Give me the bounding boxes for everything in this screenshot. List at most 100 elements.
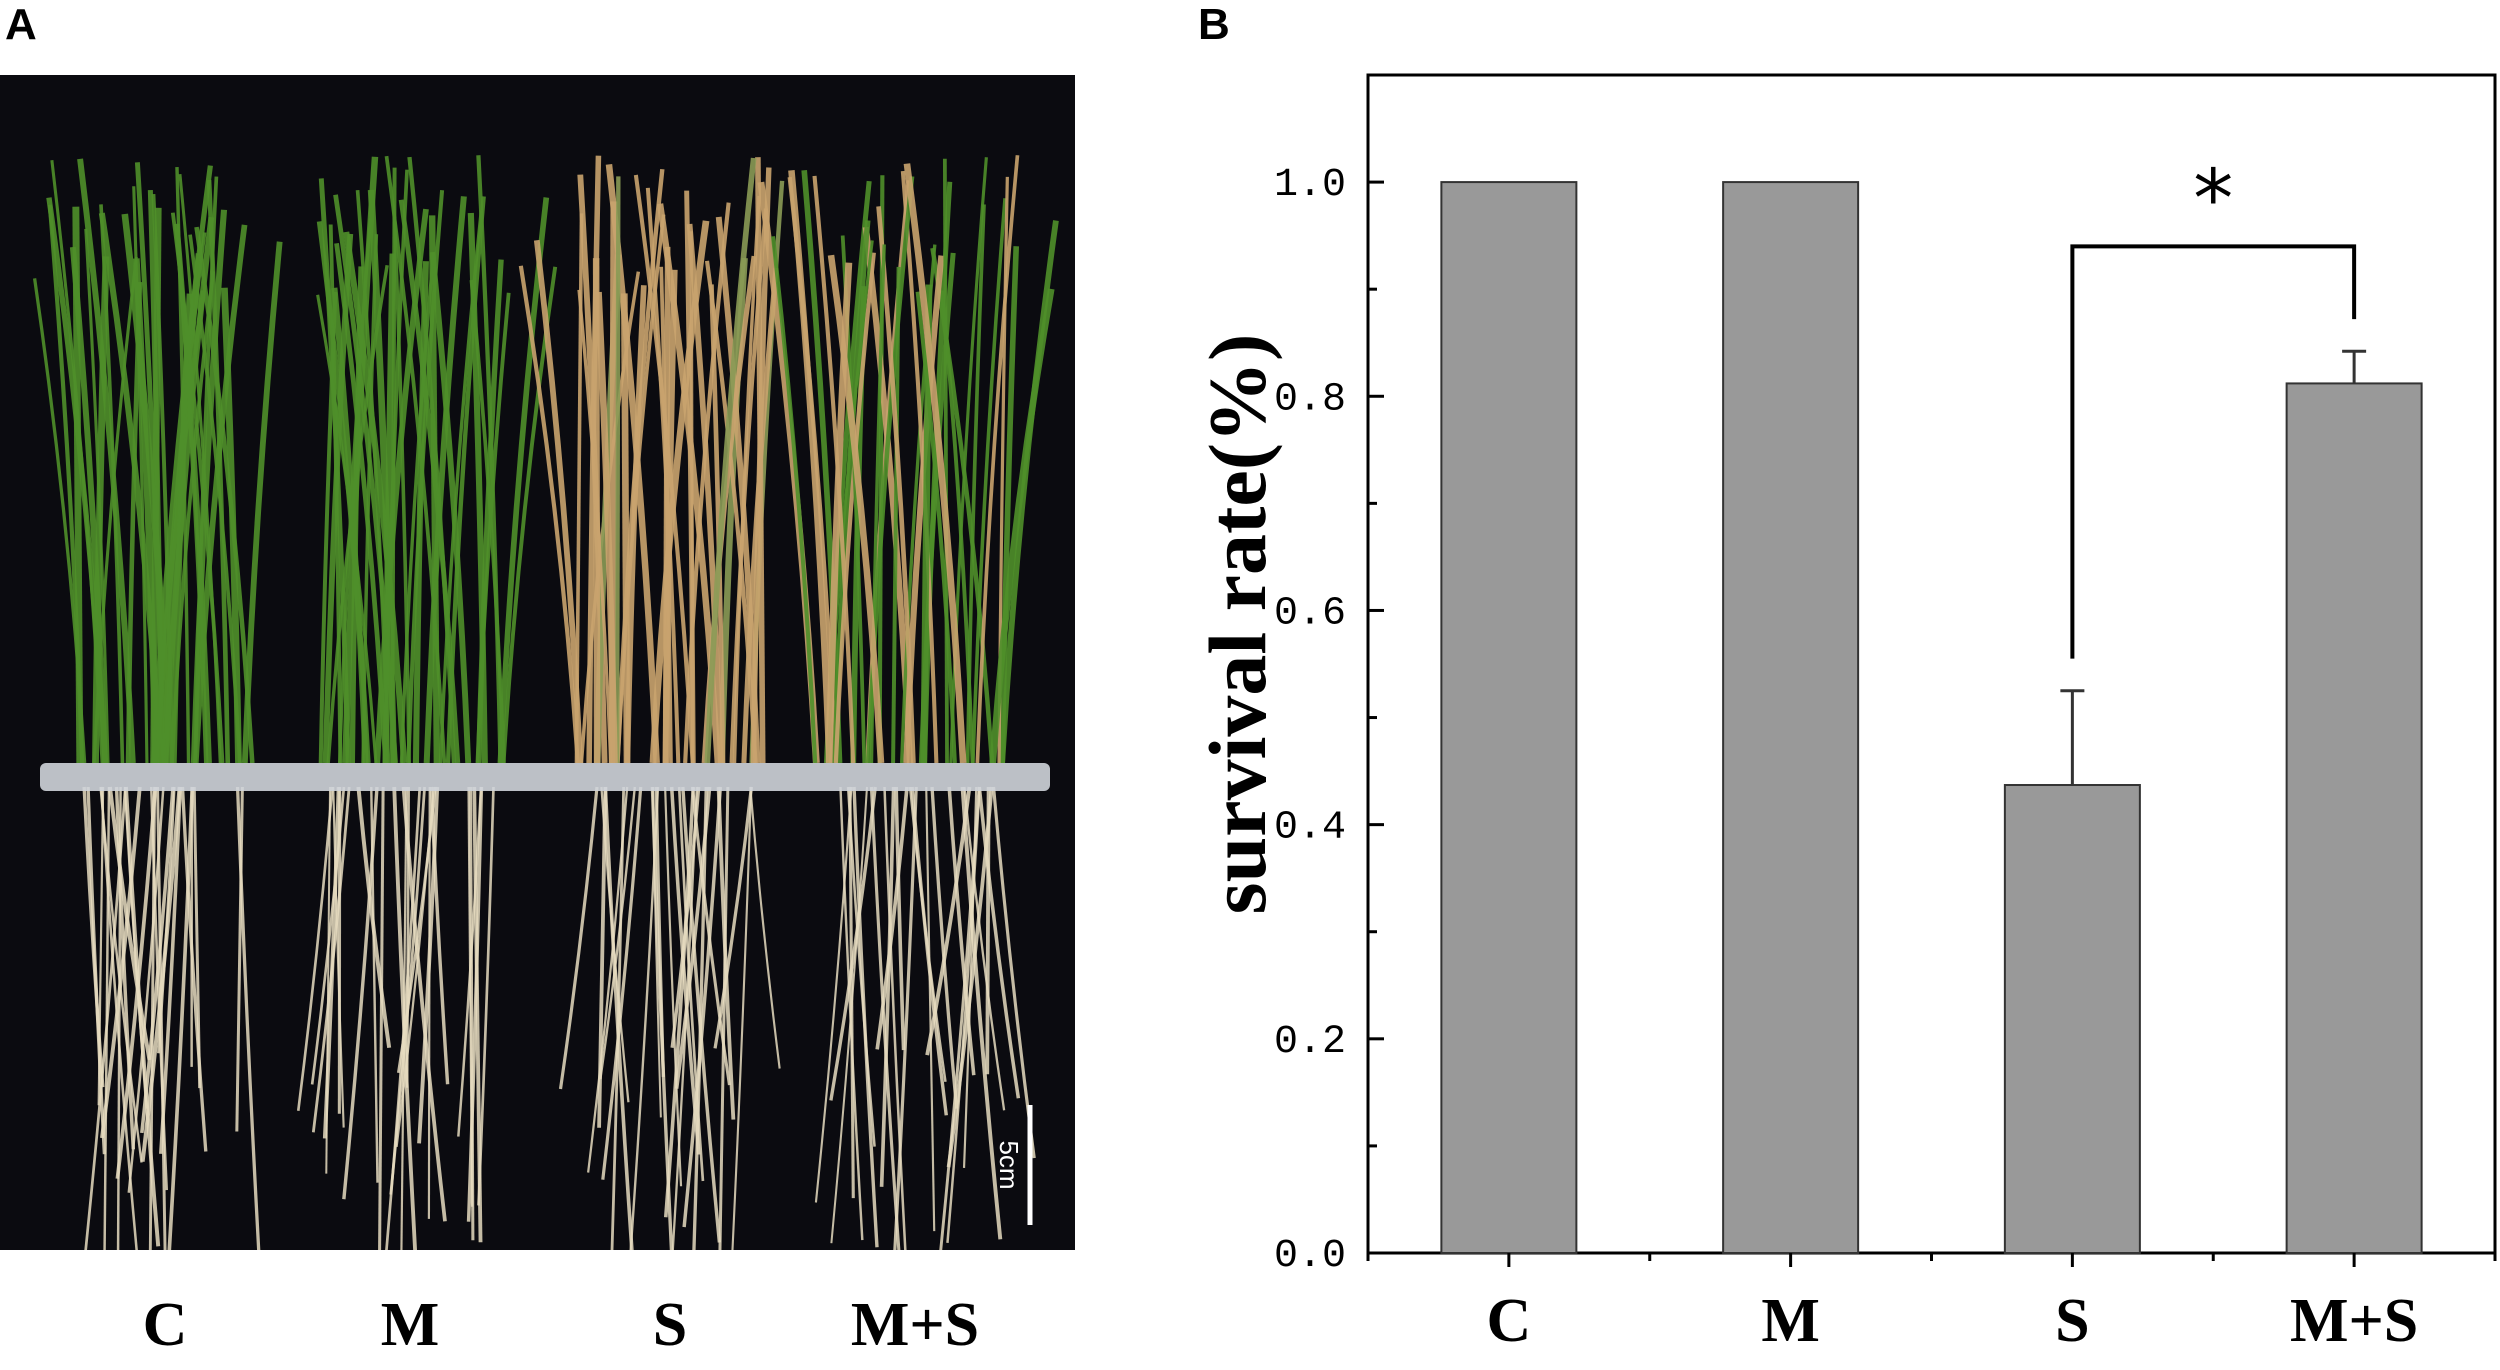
seedling-group — [518, 155, 785, 1250]
root — [235, 786, 244, 1132]
root — [846, 786, 876, 1147]
leaf — [900, 170, 939, 764]
leaf — [476, 259, 504, 764]
root — [925, 786, 936, 1232]
bar — [1722, 181, 1860, 1254]
root — [664, 786, 683, 1187]
leaf — [69, 246, 108, 764]
leaf — [825, 262, 853, 764]
leaf — [827, 254, 885, 764]
root — [947, 786, 976, 1076]
leaf — [318, 178, 351, 764]
leaf — [616, 214, 666, 764]
leaf — [399, 252, 436, 764]
leaf — [577, 289, 613, 764]
leaf — [343, 231, 408, 764]
root — [883, 786, 907, 1250]
root — [311, 786, 351, 1133]
leaf — [989, 288, 1055, 764]
leaf — [367, 189, 398, 764]
leaf — [770, 236, 818, 764]
root — [429, 786, 450, 1085]
leaf — [92, 256, 110, 764]
seedling-photo: 5cm — [0, 75, 1075, 1250]
root — [674, 786, 712, 1089]
root — [370, 786, 379, 1183]
root — [946, 786, 994, 1168]
root — [875, 786, 909, 1050]
leaf — [220, 287, 242, 764]
leaf — [412, 261, 429, 764]
leaf — [497, 197, 550, 764]
root — [677, 786, 705, 1182]
root — [893, 786, 918, 1250]
leaf — [915, 291, 957, 764]
leaf — [192, 224, 248, 764]
x-tick-label: S — [2055, 1287, 2089, 1355]
y-tick-label: 0.2 — [1274, 1020, 1346, 1065]
root — [960, 786, 1003, 1240]
root — [713, 786, 754, 1049]
root — [716, 786, 736, 1120]
root — [731, 786, 753, 1250]
photo-group-label-c: C — [142, 1291, 188, 1359]
root — [235, 786, 261, 1250]
root — [610, 786, 626, 1250]
x-tick-label: C — [1486, 1287, 1531, 1355]
root — [417, 786, 440, 1144]
leaf — [869, 244, 886, 764]
root — [977, 786, 1021, 1099]
root — [879, 786, 896, 1187]
root — [123, 786, 161, 1247]
x-tick-label: M — [1761, 1287, 1820, 1355]
leaf — [614, 176, 621, 764]
root — [930, 786, 959, 1109]
leaf — [392, 216, 411, 764]
bar — [2285, 382, 2423, 1254]
root — [82, 786, 105, 1088]
y-tick-label: 0.0 — [1274, 1234, 1346, 1279]
root — [749, 786, 781, 1069]
leaf — [662, 269, 678, 764]
bar — [2003, 784, 2141, 1255]
root — [103, 786, 111, 1250]
root — [829, 786, 877, 1101]
seedling-group — [32, 158, 283, 1250]
root — [466, 786, 484, 1222]
root — [814, 786, 853, 1203]
leaf — [755, 157, 766, 764]
leaf — [99, 204, 125, 764]
root — [156, 786, 167, 1250]
leaf — [170, 212, 225, 764]
leaf — [595, 291, 618, 764]
root — [405, 786, 410, 1088]
scale-bar-label: 5cm — [994, 1140, 1024, 1189]
leaf — [975, 155, 1020, 764]
root — [140, 786, 182, 1162]
leaf — [620, 293, 631, 764]
significance-label: * — [2193, 152, 2233, 245]
leaf — [704, 157, 757, 764]
leaf — [833, 252, 876, 764]
seedling-photo-drawing: 5cm — [32, 155, 1059, 1250]
root — [100, 786, 138, 1250]
root — [663, 786, 696, 1218]
root — [908, 786, 947, 1082]
root — [167, 786, 195, 1250]
y-tick-label: 0.8 — [1274, 377, 1346, 422]
root — [84, 786, 127, 1250]
photo-group-label-s: S — [652, 1291, 688, 1359]
root — [296, 786, 334, 1111]
seedling-group — [296, 155, 558, 1250]
root — [385, 786, 422, 1250]
root — [114, 786, 136, 1150]
root — [894, 786, 906, 1051]
root — [651, 786, 662, 1118]
leaf — [949, 157, 988, 764]
y-tick-label: 0.4 — [1274, 806, 1346, 851]
leaf — [322, 233, 354, 764]
leaf — [151, 193, 174, 764]
bar — [1440, 181, 1578, 1254]
leaf — [154, 232, 207, 764]
leaf — [533, 239, 584, 764]
